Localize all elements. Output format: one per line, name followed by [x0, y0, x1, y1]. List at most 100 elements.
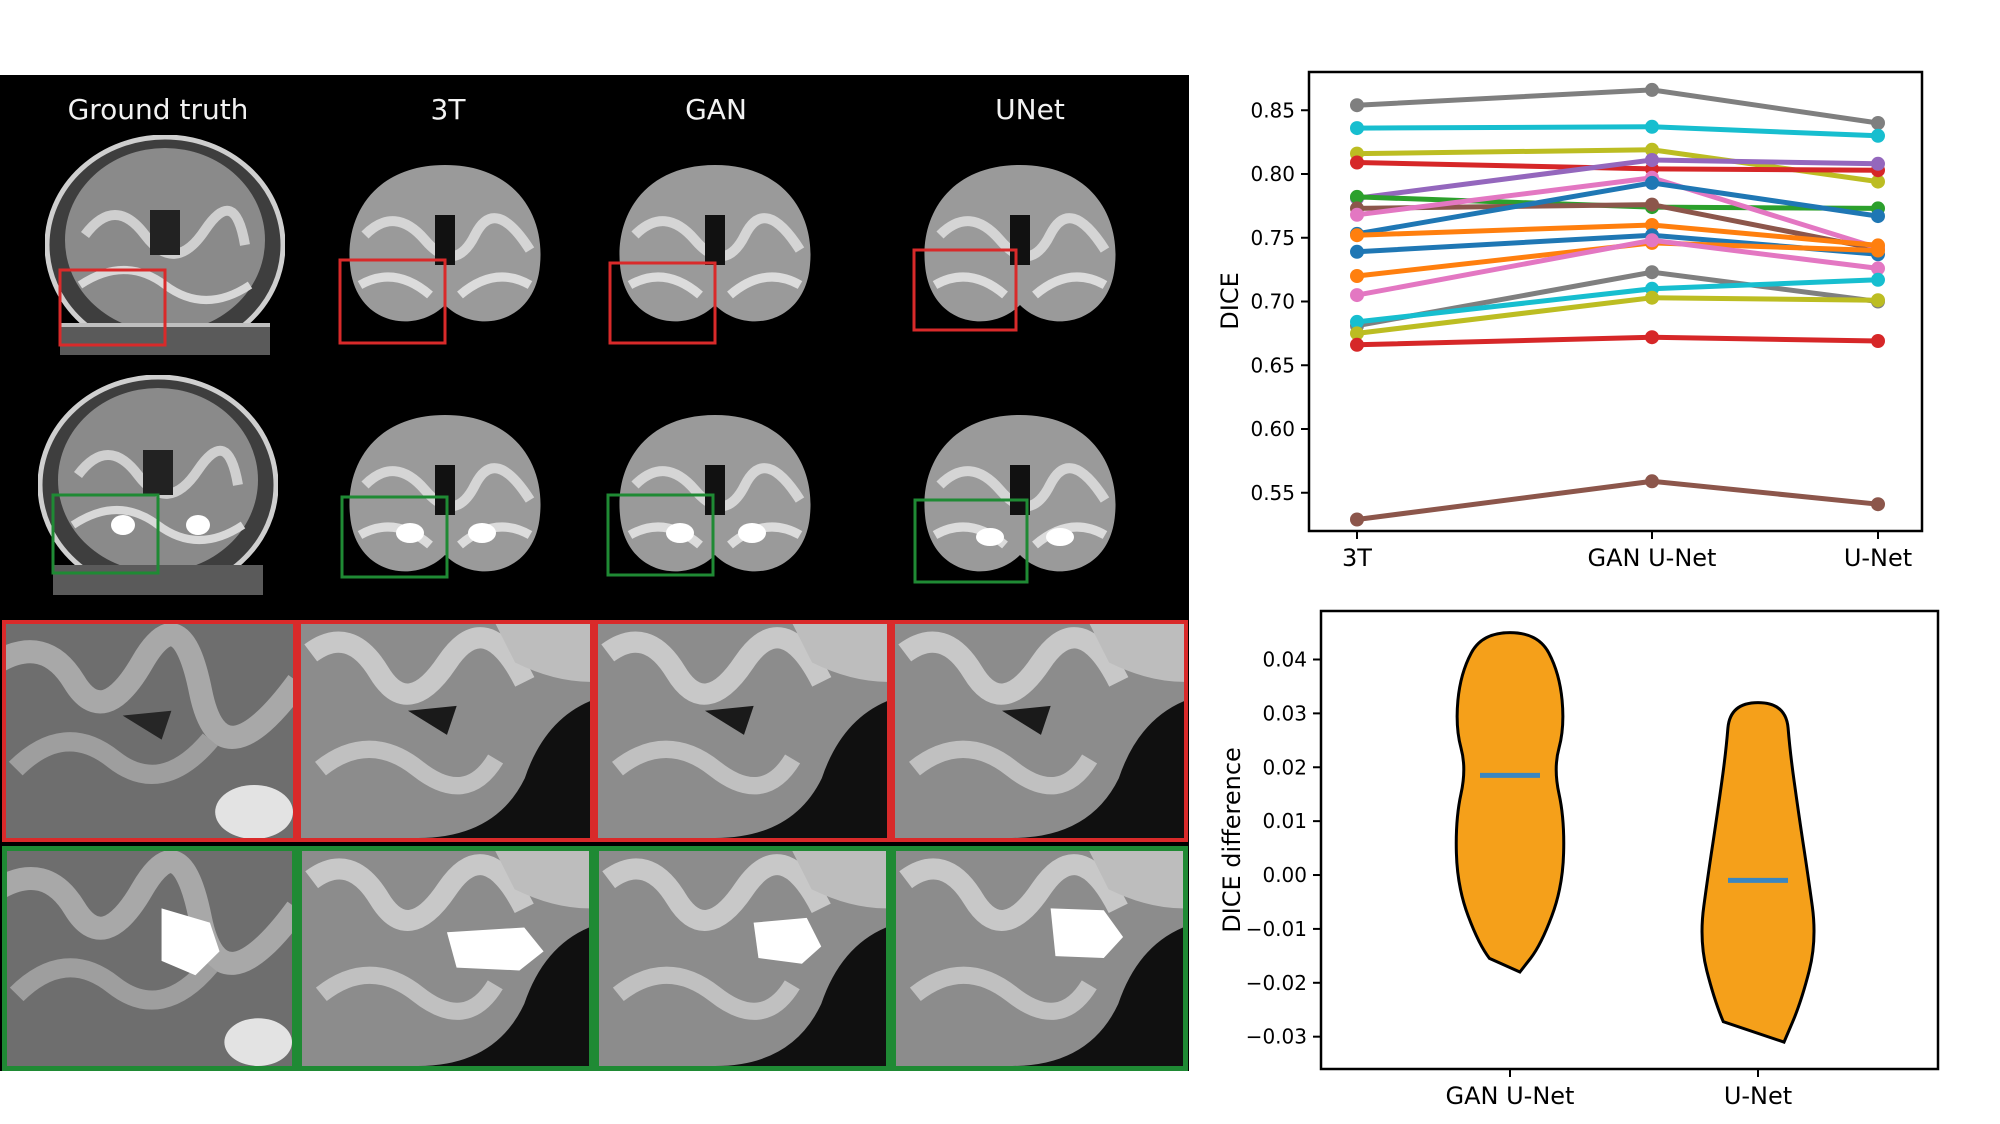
- dice-data-point: [1350, 318, 1364, 333]
- mri-figure-panel: Ground truth 3T GAN UNet: [0, 75, 1189, 1071]
- dice-series-line: [1356, 334, 1879, 348]
- dice-series-line: [1356, 157, 1879, 201]
- dice-data-point: [1350, 146, 1364, 161]
- dice-axes-layer: 0.55 0.60 0.65 0.70 0.75 0.80 0.85 3T GAN U-Net U…: [1250, 98, 1912, 572]
- dice-series-layer: [1350, 82, 1885, 527]
- dice-data-point: [1350, 98, 1364, 113]
- brain-gan-row2: [605, 405, 825, 595]
- zoom-red-unet: [891, 620, 1188, 842]
- diff-y-tick-label: −0.03: [1246, 1025, 1307, 1049]
- dice-y-tick-label: 0.55: [1250, 481, 1295, 505]
- dice-data-point: [1350, 326, 1364, 341]
- dice-data-point: [1645, 197, 1659, 212]
- diff-violin-layer: [1454, 631, 1816, 1044]
- dice-data-point: [1350, 226, 1364, 241]
- dice-data-point: [1871, 294, 1885, 309]
- dice-data-point: [1350, 228, 1364, 243]
- dice-data-point: [1645, 233, 1659, 248]
- dice-data-point: [1871, 497, 1885, 512]
- dice-series-line: [1356, 277, 1879, 325]
- dice-data-point: [1645, 290, 1659, 305]
- dice-series-line: [1356, 87, 1879, 126]
- dice-data-point: [1871, 334, 1885, 348]
- brain-gan-row1: [605, 155, 825, 345]
- dice-data-point: [1645, 170, 1659, 185]
- dice-series-line: [1356, 160, 1879, 173]
- dice-data-point: [1350, 269, 1364, 283]
- dice-data-point: [1871, 174, 1885, 189]
- column-title-3t: 3T: [430, 93, 466, 126]
- dice-data-point: [1871, 116, 1885, 130]
- dice-data-point: [1871, 293, 1885, 308]
- dice-data-point: [1871, 241, 1885, 255]
- dice-series-line: [1356, 222, 1879, 248]
- dice-data-point: [1645, 474, 1659, 489]
- column-title-ground-truth: Ground truth: [67, 93, 249, 126]
- dice-data-point: [1645, 200, 1659, 215]
- diff-y-tick-label: 0.02: [1262, 755, 1307, 779]
- dice-data-point: [1871, 238, 1885, 253]
- brain-ground-truth-row2: [37, 374, 279, 596]
- zoom-green-unet: [891, 846, 1188, 1071]
- dice-series-line: [1356, 237, 1879, 298]
- dice-data-point: [1645, 161, 1659, 176]
- violin-body: [1700, 701, 1816, 1044]
- dice-series-line: [1356, 232, 1879, 257]
- dice-series-line: [1356, 194, 1879, 211]
- dice-data-point: [1350, 207, 1364, 222]
- dice-data-point: [1645, 119, 1659, 134]
- dice-data-point: [1871, 272, 1885, 287]
- dice-series-line: [1356, 124, 1879, 139]
- dice-data-point: [1645, 228, 1659, 243]
- dice-x-tick-label: GAN U-Net: [1588, 544, 1717, 572]
- dice-y-tick-label: 0.60: [1250, 417, 1295, 441]
- zoom-red-3t: [297, 620, 594, 842]
- dice-x-tick-label: 3T: [1342, 544, 1372, 572]
- dice-data-point: [1871, 243, 1885, 258]
- diff-plot-frame: [1319, 609, 1940, 1071]
- dice-data-point: [1645, 235, 1659, 250]
- dice-y-tick-label: 0.85: [1250, 98, 1295, 122]
- dice-data-point: [1350, 191, 1364, 206]
- dice-data-point: [1350, 201, 1364, 216]
- dice-data-point: [1645, 330, 1659, 345]
- zoom-green-gan: [594, 846, 891, 1071]
- dice-data-point: [1350, 155, 1364, 170]
- zoom-red-gan: [594, 620, 891, 842]
- dice-series-line: [1356, 478, 1879, 522]
- violin-body: [1454, 631, 1566, 974]
- dice-data-point: [1645, 175, 1659, 190]
- dice-series-line: [1356, 175, 1879, 251]
- zoom-green-ground-truth: [2, 846, 297, 1071]
- dice-y-tick-label: 0.70: [1250, 290, 1295, 314]
- dice-series-line: [1356, 202, 1879, 252]
- diff-y-tick-label: −0.01: [1246, 917, 1307, 941]
- dice-series-line: [1356, 240, 1879, 279]
- dice-data-point: [1871, 128, 1885, 143]
- diff-y-tick-label: 0.03: [1262, 701, 1307, 725]
- dice-data-point: [1645, 142, 1659, 157]
- dice-data-point: [1350, 244, 1364, 259]
- dice-data-point: [1350, 189, 1364, 204]
- brain-unet-row1: [910, 155, 1130, 345]
- dice-data-point: [1350, 121, 1364, 136]
- column-title-unet: UNet: [995, 93, 1065, 126]
- dice-data-point: [1871, 209, 1885, 224]
- diff-x-tick-label: U-Net: [1724, 1082, 1792, 1110]
- brain-3t-row1: [335, 155, 555, 345]
- diff-y-axis-label: DICE difference: [1218, 747, 1246, 933]
- dice-data-point: [1645, 265, 1659, 280]
- dice-series-line: [1356, 180, 1879, 237]
- dice-data-point: [1871, 156, 1885, 171]
- diff-y-tick-label: 0.00: [1262, 863, 1307, 887]
- dice-y-tick-label: 0.75: [1250, 226, 1295, 250]
- zoom-red-ground-truth: [2, 620, 297, 842]
- dice-data-point: [1350, 512, 1364, 527]
- dice-x-tick-label: U-Net: [1844, 544, 1912, 572]
- dice-y-axis-label: DICE: [1216, 272, 1244, 329]
- diff-axes-layer: −0.03 −0.02 −0.01 0.00 0.01 0.02 0.03 0.04 GAN U…: [1246, 647, 1792, 1110]
- dice-data-point: [1871, 261, 1885, 276]
- brain-ground-truth-row1: [44, 134, 286, 356]
- dice-data-point: [1350, 288, 1364, 303]
- dice-data-point: [1871, 163, 1885, 178]
